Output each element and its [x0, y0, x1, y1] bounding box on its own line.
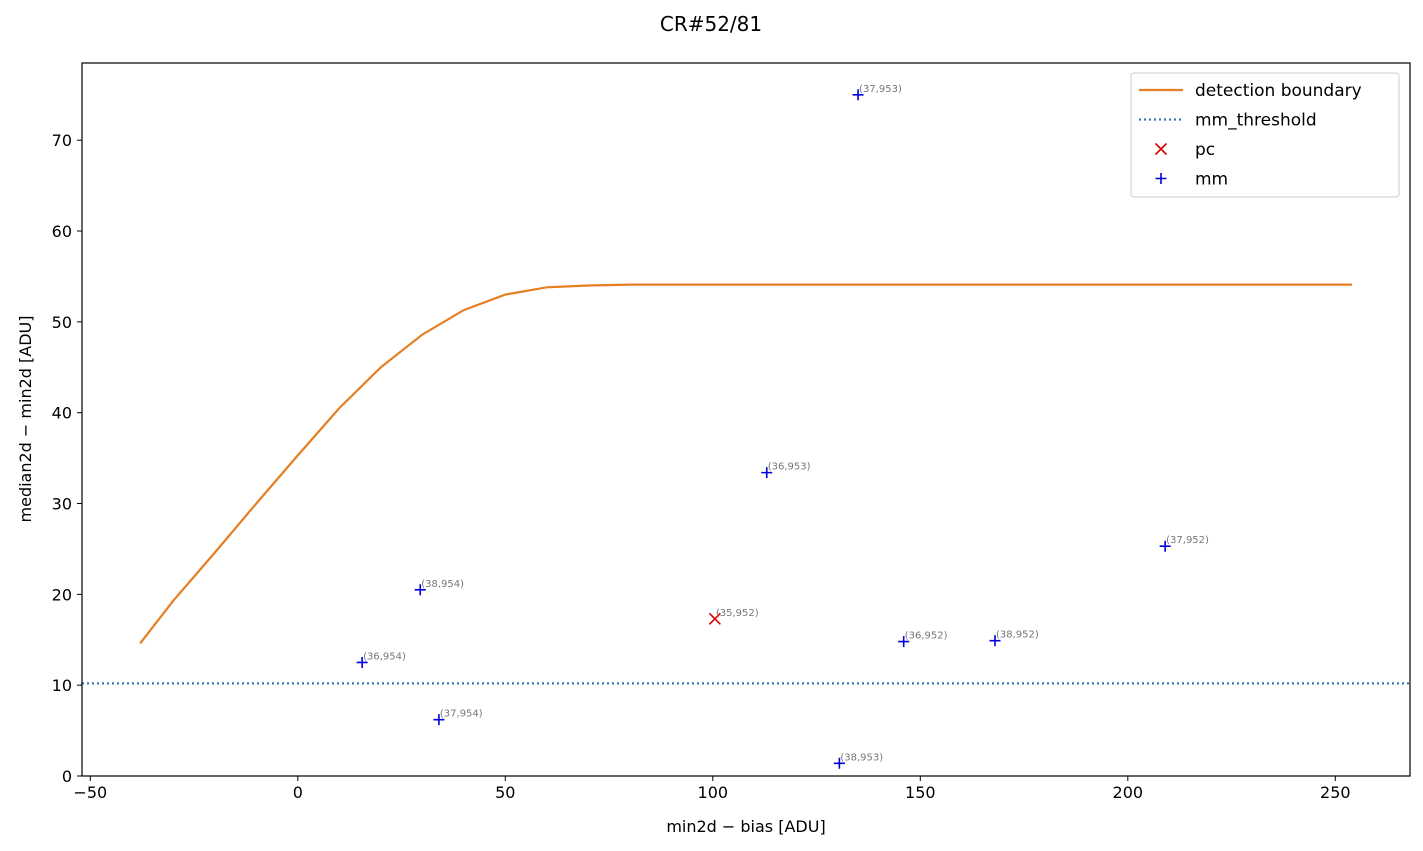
x-tick-label: 100 [698, 783, 729, 802]
legend-swatch-pc [1154, 142, 1168, 156]
y-tick-label: 50 [52, 313, 72, 332]
y-tick-label: 30 [52, 495, 72, 514]
plot-frame [81, 62, 1411, 777]
mm-point [414, 584, 426, 596]
point-label: (38,953) [840, 752, 883, 763]
legend-box [1130, 72, 1400, 198]
mm-point [433, 714, 445, 726]
point-label: (35,952) [716, 608, 759, 619]
mm-point [898, 636, 910, 648]
y-tick-label: 60 [52, 222, 72, 241]
x-tick-label: 0 [293, 783, 303, 802]
legend-label: mm [1195, 170, 1228, 190]
point-label: (36,954) [363, 651, 406, 662]
x-tick-label: 150 [905, 783, 936, 802]
legend-label: pc [1195, 140, 1215, 160]
point-label: (36,952) [905, 631, 948, 642]
mm-point [356, 656, 368, 668]
point-label: (37,952) [1166, 535, 1209, 546]
x-tick-label: −50 [73, 783, 107, 802]
legend-swatch-mm [1155, 173, 1167, 184]
x-tick-label: 250 [1320, 783, 1351, 802]
y-tick-label: 10 [52, 676, 72, 695]
x-tick-label: 50 [495, 783, 515, 802]
mm-point [761, 467, 773, 479]
y-tick-label: 20 [52, 585, 72, 604]
point-label: (36,953) [768, 462, 811, 473]
mm-point [833, 757, 845, 769]
point-label: (38,952) [996, 630, 1039, 641]
y-axis-label: median2d − min2d [ADU] [16, 316, 35, 523]
point-label: (37,954) [440, 709, 483, 720]
mm-point [989, 635, 1001, 647]
pc-point [708, 612, 721, 625]
point-label: (38,954) [421, 579, 464, 590]
x-axis-label: min2d − bias [ADU] [666, 817, 825, 836]
legend-label: mm_threshold [1195, 111, 1317, 131]
y-tick-label: 0 [62, 767, 72, 786]
legend-label: detection boundary [1195, 81, 1362, 101]
mm-point [1159, 540, 1171, 552]
point-label: (37,953) [859, 84, 902, 95]
y-tick-label: 70 [52, 131, 72, 150]
detection-boundary-line [139, 283, 1352, 645]
mm-point [852, 89, 864, 101]
y-tick-label: 40 [52, 404, 72, 423]
x-tick-label: 200 [1113, 783, 1144, 802]
chart-title: CR#52/81 [660, 12, 762, 36]
